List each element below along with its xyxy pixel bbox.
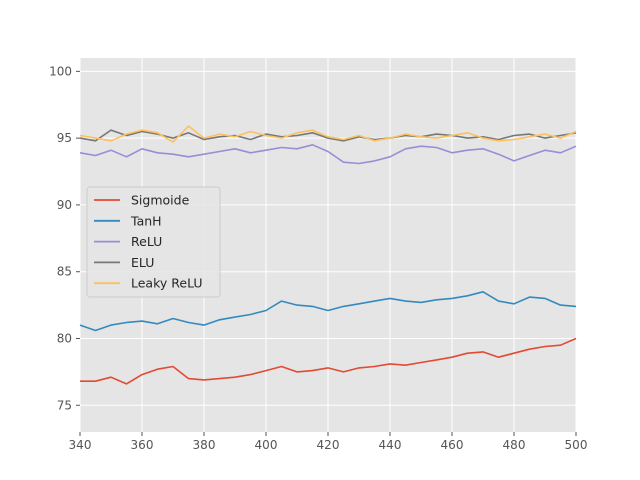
legend-label: ReLU [131, 234, 162, 249]
y-tick-label: 100 [49, 64, 72, 78]
x-tick-label: 480 [503, 438, 526, 452]
y-axis-ticks: 75 80 85 90 95 100 [49, 64, 80, 412]
series-lines [79, 125, 577, 385]
x-tick-label: 420 [317, 438, 340, 452]
x-tick-label: 340 [69, 438, 92, 452]
y-tick-label: 80 [57, 332, 72, 346]
x-tick-label: 500 [565, 438, 588, 452]
x-tick-label: 460 [441, 438, 464, 452]
y-tick-label: 75 [57, 398, 72, 412]
series-line-relu [79, 144, 577, 165]
x-tick-label: 380 [193, 438, 216, 452]
series-line-sigmoide [80, 337, 577, 385]
legend: Sigmoide TanH ReLU ELU Leaky ReLU [86, 186, 221, 298]
legend-label: ELU [131, 255, 154, 270]
legend-label: Leaky ReLU [131, 276, 203, 291]
x-tick-label: 440 [379, 438, 402, 452]
x-axis-ticks: 340 360 380 400 420 440 460 480 500 [69, 432, 588, 452]
series-line-tanh [79, 290, 577, 332]
legend-label: TanH [130, 213, 162, 228]
legend-label: Sigmoide [131, 193, 190, 208]
series-line-leaky-relu [79, 125, 577, 143]
x-tick-label: 360 [131, 438, 154, 452]
y-tick-label: 95 [57, 131, 72, 145]
y-tick-label: 90 [57, 198, 72, 212]
y-tick-label: 85 [57, 265, 72, 279]
legend-box [86, 186, 221, 298]
x-tick-label: 400 [255, 438, 278, 452]
